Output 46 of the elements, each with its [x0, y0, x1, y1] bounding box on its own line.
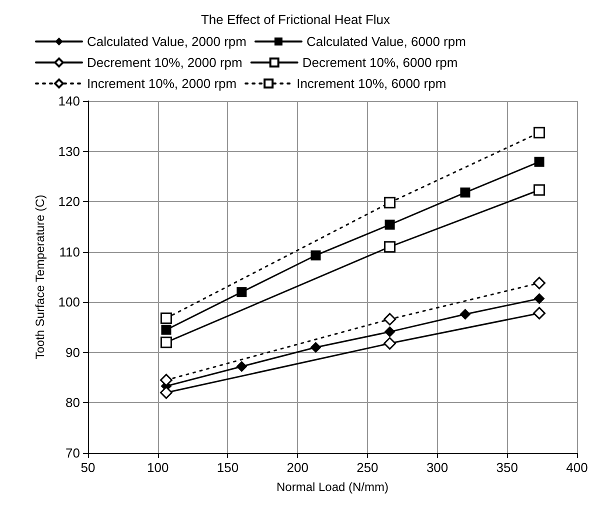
x-tick-label: 100 — [147, 460, 169, 475]
point — [161, 324, 172, 335]
point — [534, 293, 545, 304]
y-axis-title: Tooth Surface Temperature (C) — [33, 194, 47, 360]
point — [460, 308, 471, 320]
y-tick-label: 110 — [59, 244, 80, 260]
point — [534, 156, 544, 167]
x-tick-label: 300 — [426, 460, 448, 475]
x-tick-label: 150 — [216, 460, 239, 475]
point — [310, 342, 322, 353]
y-tick-label: 140 — [58, 94, 80, 108]
y-tick-label: 80 — [66, 395, 80, 410]
y-tick-label: 70 — [66, 446, 80, 460]
legend-label: Calculated Value, 2000 rpm — [87, 34, 246, 49]
point — [533, 276, 546, 290]
x-tick-label: 350 — [496, 460, 518, 475]
y-tick-label: 100 — [58, 294, 80, 310]
x-axis-title: Normal Load (N/mm) — [276, 480, 389, 494]
legend-label: Decrement 10%, 2000 rpm — [87, 55, 242, 70]
legend-label: Increment 10%, 2000 rpm — [87, 76, 237, 91]
legend-label: Increment 10%, 6000 rpm — [296, 76, 446, 91]
point — [160, 336, 172, 348]
x-tick-label: 250 — [356, 460, 378, 475]
y-tick-label: 130 — [58, 144, 80, 159]
point — [384, 241, 396, 253]
y-tick-label: 90 — [66, 344, 80, 360]
x-tick-label: 50 — [80, 460, 96, 475]
point — [384, 337, 396, 350]
point — [384, 312, 396, 326]
point — [384, 326, 396, 338]
legend-label: Decrement 10%, 6000 rpm — [302, 55, 458, 70]
legend-label: Calculated Value, 6000 rpm — [306, 34, 466, 49]
chart-title: The Effect of Frictional Heat Flux — [200, 12, 391, 27]
point — [384, 220, 395, 230]
x-tick-label: 400 — [566, 460, 588, 475]
point — [460, 188, 470, 198]
point — [534, 184, 546, 196]
y-tick-label: 120 — [58, 194, 80, 210]
point — [384, 196, 396, 208]
point — [533, 306, 546, 320]
point — [534, 126, 546, 138]
point — [236, 287, 247, 298]
point — [310, 250, 321, 260]
point — [236, 361, 248, 372]
point — [160, 312, 172, 324]
x-tick-label: 200 — [286, 460, 308, 475]
